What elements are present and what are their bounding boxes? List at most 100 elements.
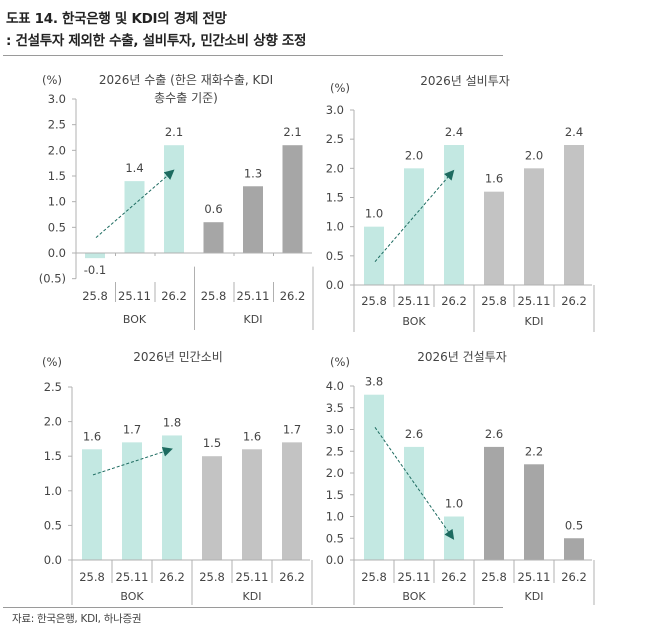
y-tick-label: 2.5: [48, 118, 66, 132]
data-label: 1.7: [123, 422, 141, 436]
data-label: 1.5: [203, 436, 221, 450]
chart-title: 총수출 기준): [154, 91, 218, 105]
bar-bok: [124, 181, 145, 253]
x-group-label: BOK: [402, 590, 426, 603]
bar-bok: [85, 253, 105, 259]
data-label: 1.4: [125, 161, 143, 175]
x-category-label: 25.8: [199, 570, 225, 584]
bar-kdi: [564, 538, 584, 560]
x-category-label: 25.11: [116, 570, 149, 584]
x-category-label: 25.8: [201, 289, 227, 303]
x-category-label: 25.11: [237, 289, 270, 303]
bar-kdi: [202, 456, 222, 560]
y-tick-label: 1.5: [326, 488, 344, 502]
y-tick-label: (0.5): [39, 272, 66, 286]
x-category-label: 26.2: [441, 570, 467, 584]
x-category-label: 26.2: [159, 570, 185, 584]
x-category-label: 25.8: [82, 289, 108, 303]
data-label: 2.0: [525, 148, 543, 162]
x-group-label: KDI: [244, 313, 263, 326]
bar-kdi: [484, 191, 504, 285]
data-label: 2.2: [525, 444, 543, 458]
bar-kdi: [242, 449, 262, 560]
x-group-label: BOK: [123, 313, 147, 326]
top-divider: [3, 55, 503, 56]
data-label: 1.0: [365, 207, 383, 221]
x-category-label: 25.11: [398, 570, 431, 584]
data-label: 2.1: [165, 125, 183, 139]
trend-arrow: [374, 427, 455, 540]
y-tick-label: 1.5: [326, 191, 344, 205]
y-tick-label: 0.5: [44, 518, 62, 532]
x-category-label: 26.2: [280, 289, 306, 303]
bar-bok: [444, 516, 464, 560]
y-tick-label: 1.0: [44, 484, 62, 498]
data-label: 1.3: [244, 166, 262, 180]
y-tick-label: 4.0: [326, 379, 344, 393]
bottom-divider: [3, 607, 503, 608]
y-tick-label: 0.0: [44, 553, 62, 567]
y-tick-label: 1.0: [326, 510, 344, 524]
data-label: 0.5: [565, 518, 583, 532]
x-group-label: KDI: [243, 590, 262, 603]
data-label: 3.8: [365, 375, 383, 389]
bar-kdi: [203, 222, 224, 253]
bar-bok: [364, 226, 384, 285]
x-category-label: 25.11: [518, 294, 551, 308]
x-group-label: BOK: [402, 315, 426, 328]
x-category-label: 26.2: [561, 294, 587, 308]
y-tick-label: 2.0: [326, 466, 344, 480]
y-tick-label: 0.5: [48, 220, 66, 234]
bar-kdi: [484, 446, 504, 560]
x-category-label: 26.2: [441, 294, 467, 308]
bar-kdi: [243, 186, 263, 253]
x-category-label: 26.2: [561, 570, 587, 584]
trend-arrow: [92, 447, 173, 476]
data-label: 2.0: [405, 148, 423, 162]
x-category-label: 25.11: [118, 289, 151, 303]
y-tick-label: 0.5: [326, 249, 344, 263]
y-tick-label: 2.0: [48, 143, 66, 157]
chart-title: 2026년 설비투자: [420, 74, 510, 88]
x-category-label: 25.11: [236, 570, 269, 584]
x-category-label: 25.11: [518, 570, 551, 584]
x-category-label: 25.8: [361, 570, 387, 584]
x-group-label: KDI: [525, 315, 544, 328]
x-category-label: 25.8: [79, 570, 105, 584]
y-tick-label: 2.5: [326, 444, 344, 458]
y-tick-label: 0.0: [326, 278, 344, 292]
x-category-label: 25.8: [481, 570, 507, 584]
bar-kdi: [282, 145, 303, 253]
x-category-label: 26.2: [161, 289, 187, 303]
chart-title: 2026년 민간소비: [133, 350, 223, 364]
trend-arrow: [95, 169, 175, 238]
data-label: 1.6: [485, 172, 503, 186]
x-group-label: KDI: [525, 590, 544, 603]
bar-bok: [364, 394, 384, 560]
x-category-label: 25.8: [361, 294, 387, 308]
data-label: 2.6: [485, 427, 503, 441]
y-tick-label: 2.5: [326, 132, 344, 146]
y-tick-label: 2.5: [44, 380, 62, 394]
y-tick-label: 2.0: [44, 415, 62, 429]
y-tick-label: 3.5: [326, 401, 344, 415]
y-tick-label: 0.0: [48, 246, 66, 260]
data-label: 1.7: [283, 422, 301, 436]
x-category-label: 25.11: [398, 294, 431, 308]
data-label: 2.4: [445, 125, 463, 139]
y-axis-unit-label: (%): [42, 355, 62, 369]
y-tick-label: 1.0: [48, 195, 66, 209]
data-label: 2.1: [283, 125, 301, 139]
y-tick-label: 3.0: [326, 423, 344, 437]
data-label: 2.4: [565, 125, 583, 139]
figure-subtitle: : 건설투자 제외한 수출, 설비투자, 민간소비 상향 조정: [6, 33, 307, 49]
chart-title: 2026년 수출 (한은 재화수출, KDI: [99, 73, 273, 87]
y-tick-label: 1.5: [48, 169, 66, 183]
y-tick-label: 3.0: [326, 103, 344, 117]
data-label: 1.6: [83, 429, 101, 443]
data-label: 1.6: [243, 429, 261, 443]
data-label: 1.8: [163, 415, 181, 429]
